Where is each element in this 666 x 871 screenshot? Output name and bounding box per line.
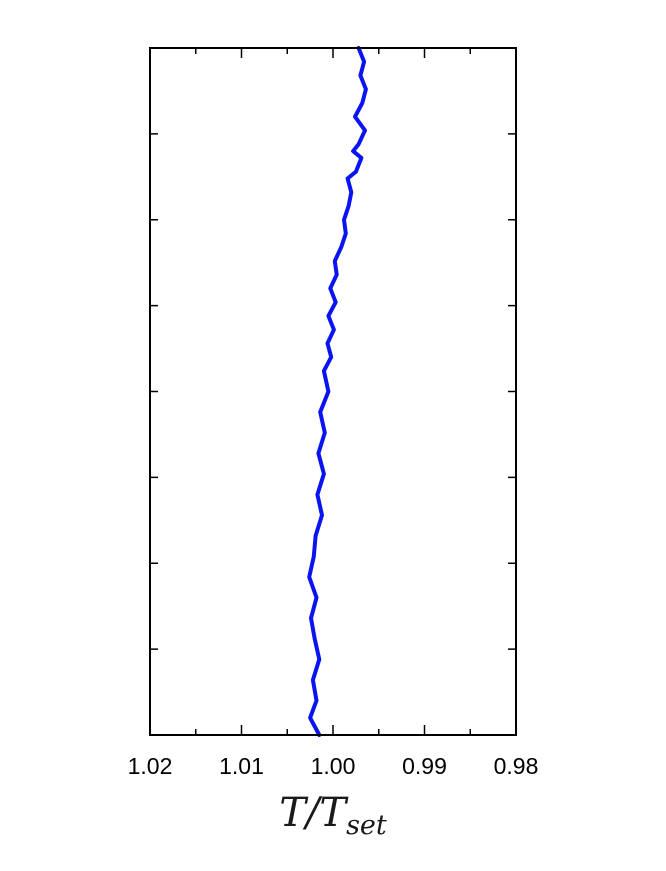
plot-frame	[149, 47, 517, 736]
x-axis-tick-labels: 1.02 1.01 1.00 0.99 0.98	[128, 753, 539, 779]
x-tick-label: 1.00	[311, 753, 356, 779]
x-tick-label: 0.98	[494, 753, 539, 779]
x-tick-label: 0.99	[402, 753, 447, 779]
series-line	[307, 46, 368, 737]
x-axis-label: T/Tset	[279, 790, 387, 841]
x-tick-label: 1.01	[219, 753, 264, 779]
x-axis-ticks	[149, 48, 517, 735]
x-axis-label-main: T/T	[279, 790, 349, 836]
x-axis-label-subscript: set	[346, 810, 387, 841]
y-axis-ticks	[150, 133, 516, 650]
x-tick-label: 1.02	[128, 753, 173, 779]
